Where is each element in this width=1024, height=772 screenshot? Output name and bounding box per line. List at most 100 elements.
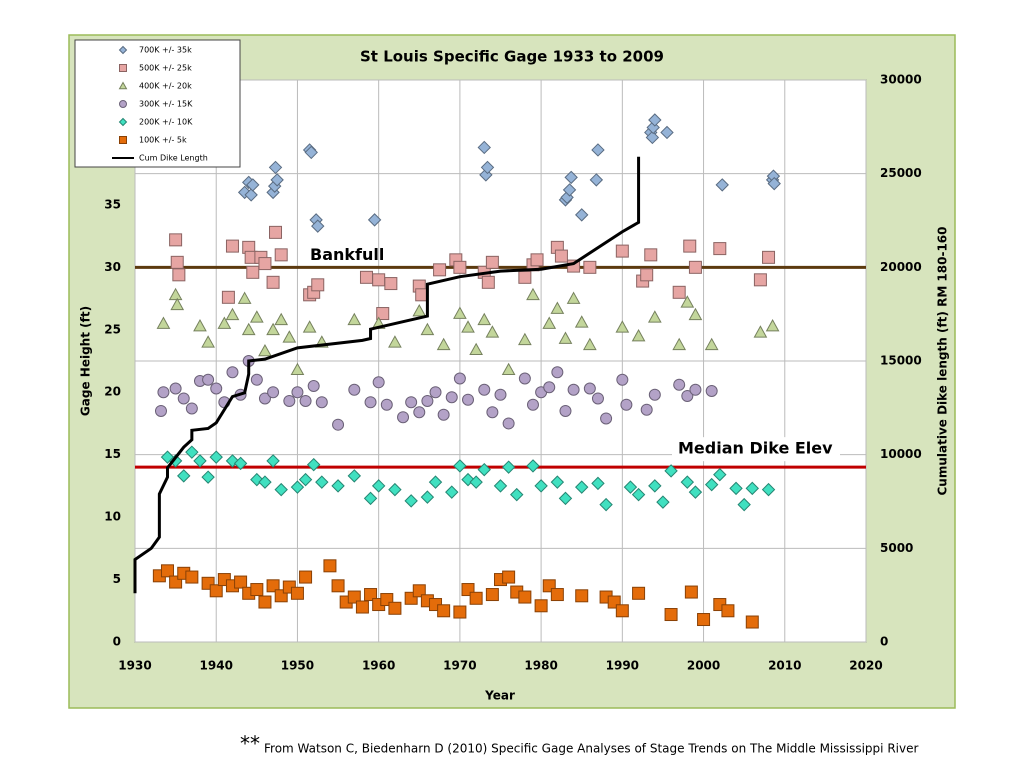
y2-tick-label: 0 (880, 635, 888, 649)
marker (347, 590, 361, 604)
marker (647, 310, 662, 323)
marker (680, 295, 695, 308)
marker (493, 479, 508, 493)
marker (550, 588, 564, 602)
marker (542, 316, 557, 329)
marker (705, 384, 718, 397)
marker (737, 497, 751, 512)
marker (119, 136, 127, 144)
marker (559, 404, 572, 417)
marker (266, 275, 280, 289)
marker (697, 613, 711, 627)
marker (713, 467, 727, 482)
marker (193, 454, 207, 468)
marker (258, 257, 272, 271)
marker (481, 275, 495, 289)
marker (274, 248, 288, 262)
marker (355, 600, 369, 614)
marker (185, 570, 199, 584)
marker (673, 378, 686, 391)
marker (631, 487, 646, 502)
marker (210, 382, 223, 395)
marker (225, 307, 240, 321)
marker (543, 381, 556, 394)
marker (518, 270, 532, 284)
marker (550, 301, 565, 314)
marker (404, 494, 418, 508)
x-tick-label: 1990 (606, 659, 639, 673)
marker (298, 472, 313, 487)
marker (347, 312, 362, 326)
marker (765, 319, 780, 332)
marker (436, 337, 451, 351)
marker (469, 475, 483, 489)
marker (388, 335, 402, 348)
marker (591, 143, 605, 157)
marker (258, 595, 272, 609)
marker (753, 273, 767, 287)
chart-title: St Louis Specific Gage 1933 to 2009 (360, 48, 664, 66)
y-tick-label: 20 (104, 385, 121, 399)
cum-dike-line (133, 156, 641, 594)
marker (713, 242, 727, 256)
reference-label: Median Dike Elev (678, 439, 833, 458)
marker (648, 388, 661, 401)
marker (266, 322, 280, 336)
marker (530, 253, 544, 267)
marker (118, 81, 128, 90)
marker (225, 239, 239, 253)
marker (221, 290, 235, 304)
y2-tick-label: 25000 (880, 166, 922, 180)
marker (453, 260, 467, 274)
marker (672, 337, 687, 351)
legend-label: 100K +/- 5k (139, 136, 187, 145)
marker (244, 188, 258, 202)
marker (631, 328, 646, 342)
marker (599, 497, 613, 512)
marker (258, 343, 272, 357)
marker (169, 233, 183, 247)
marker (302, 320, 317, 333)
marker (290, 480, 305, 494)
x-tick-label: 1960 (362, 659, 395, 673)
marker (485, 325, 500, 338)
marker (170, 255, 184, 269)
marker (413, 406, 426, 419)
marker (477, 462, 491, 477)
y-tick-label: 0 (113, 635, 121, 649)
marker (363, 491, 378, 506)
marker (388, 482, 402, 497)
marker (311, 278, 325, 292)
marker (266, 454, 280, 468)
marker (405, 396, 418, 409)
marker (201, 335, 215, 348)
x-tick-label: 2020 (849, 659, 882, 673)
marker (689, 383, 702, 396)
marker (575, 208, 589, 222)
marker (160, 564, 174, 578)
marker (485, 588, 499, 602)
marker (721, 604, 735, 618)
y2-tick-label: 20000 (880, 260, 922, 274)
marker (372, 273, 386, 287)
marker (433, 263, 447, 277)
marker (518, 590, 532, 604)
marker (380, 398, 393, 411)
marker (767, 176, 781, 191)
marker (332, 418, 345, 431)
marker (477, 312, 492, 326)
marker (237, 291, 252, 304)
marker (660, 125, 674, 140)
marker (266, 579, 280, 593)
marker (299, 394, 312, 407)
marker (469, 591, 483, 605)
reference-label: Bankfull (310, 245, 384, 264)
marker (290, 362, 305, 376)
marker (745, 615, 759, 629)
y2-tick-label: 15000 (880, 354, 922, 368)
marker (550, 475, 565, 489)
marker (201, 470, 215, 484)
marker (656, 495, 670, 509)
marker (185, 445, 199, 459)
